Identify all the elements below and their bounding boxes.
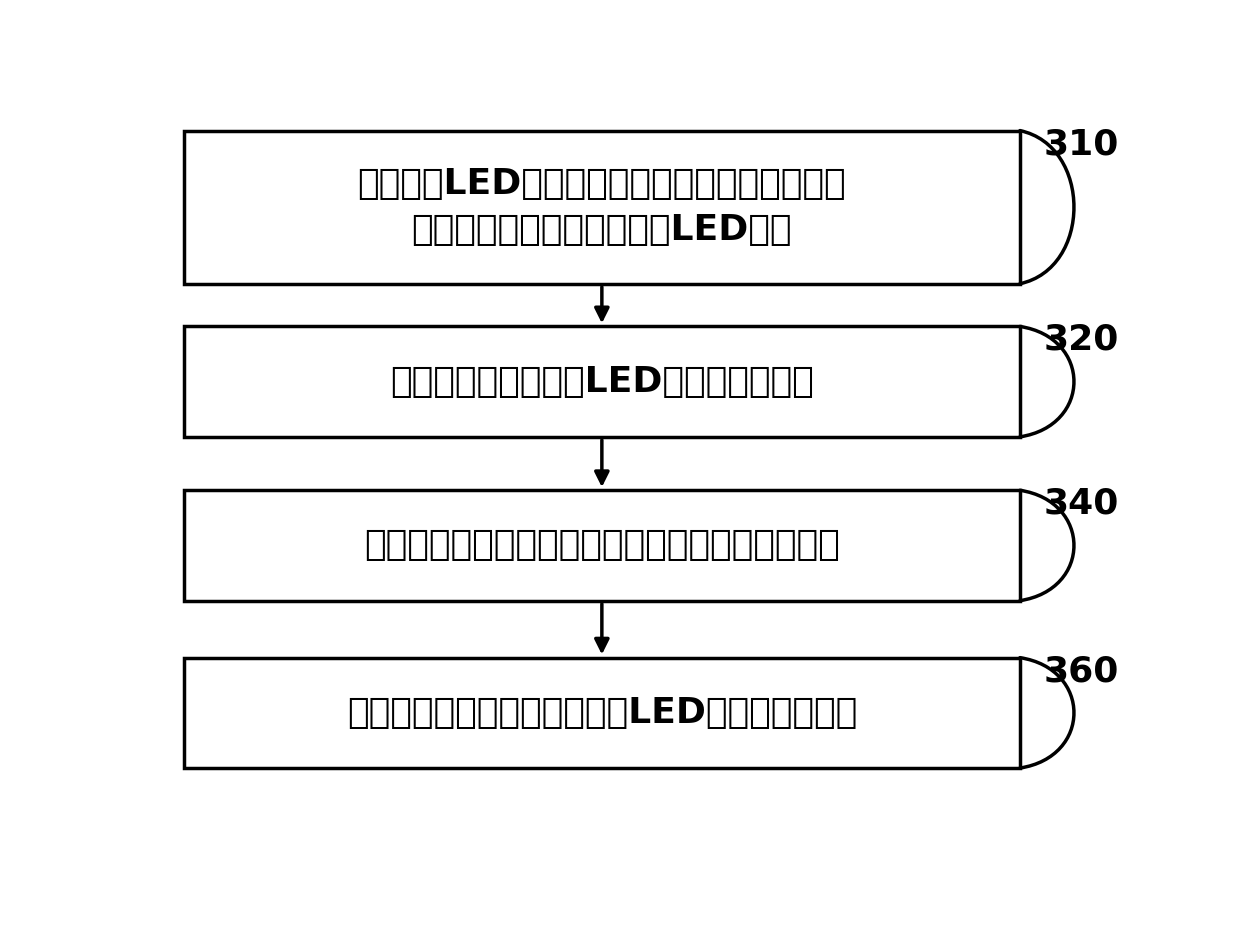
Text: 340: 340	[1044, 487, 1120, 521]
Bar	[184, 130, 1021, 284]
Bar	[184, 327, 1021, 437]
Text: 控制摄像头采集所述LED屏幕的多帧图像: 控制摄像头采集所述LED屏幕的多帧图像	[391, 364, 813, 399]
Text: 在接收到LED屏幕故障检测指令时，控制所述摄: 在接收到LED屏幕故障检测指令时，控制所述摄	[357, 167, 846, 201]
Bar	[184, 490, 1021, 600]
Text: 基于所述识别结果，确定所述LED屏幕的故障类型: 基于所述识别结果，确定所述LED屏幕的故障类型	[347, 696, 857, 730]
Text: 对采集的所述多帧图像进行识别，以得到识别结果: 对采集的所述多帧图像进行识别，以得到识别结果	[365, 528, 839, 562]
Bar	[184, 658, 1021, 768]
Text: 360: 360	[1044, 654, 1120, 688]
Text: 像头进行旋转，以对准所述LED屏幕: 像头进行旋转，以对准所述LED屏幕	[412, 213, 792, 247]
Text: 320: 320	[1044, 323, 1120, 357]
Text: 310: 310	[1044, 127, 1120, 161]
